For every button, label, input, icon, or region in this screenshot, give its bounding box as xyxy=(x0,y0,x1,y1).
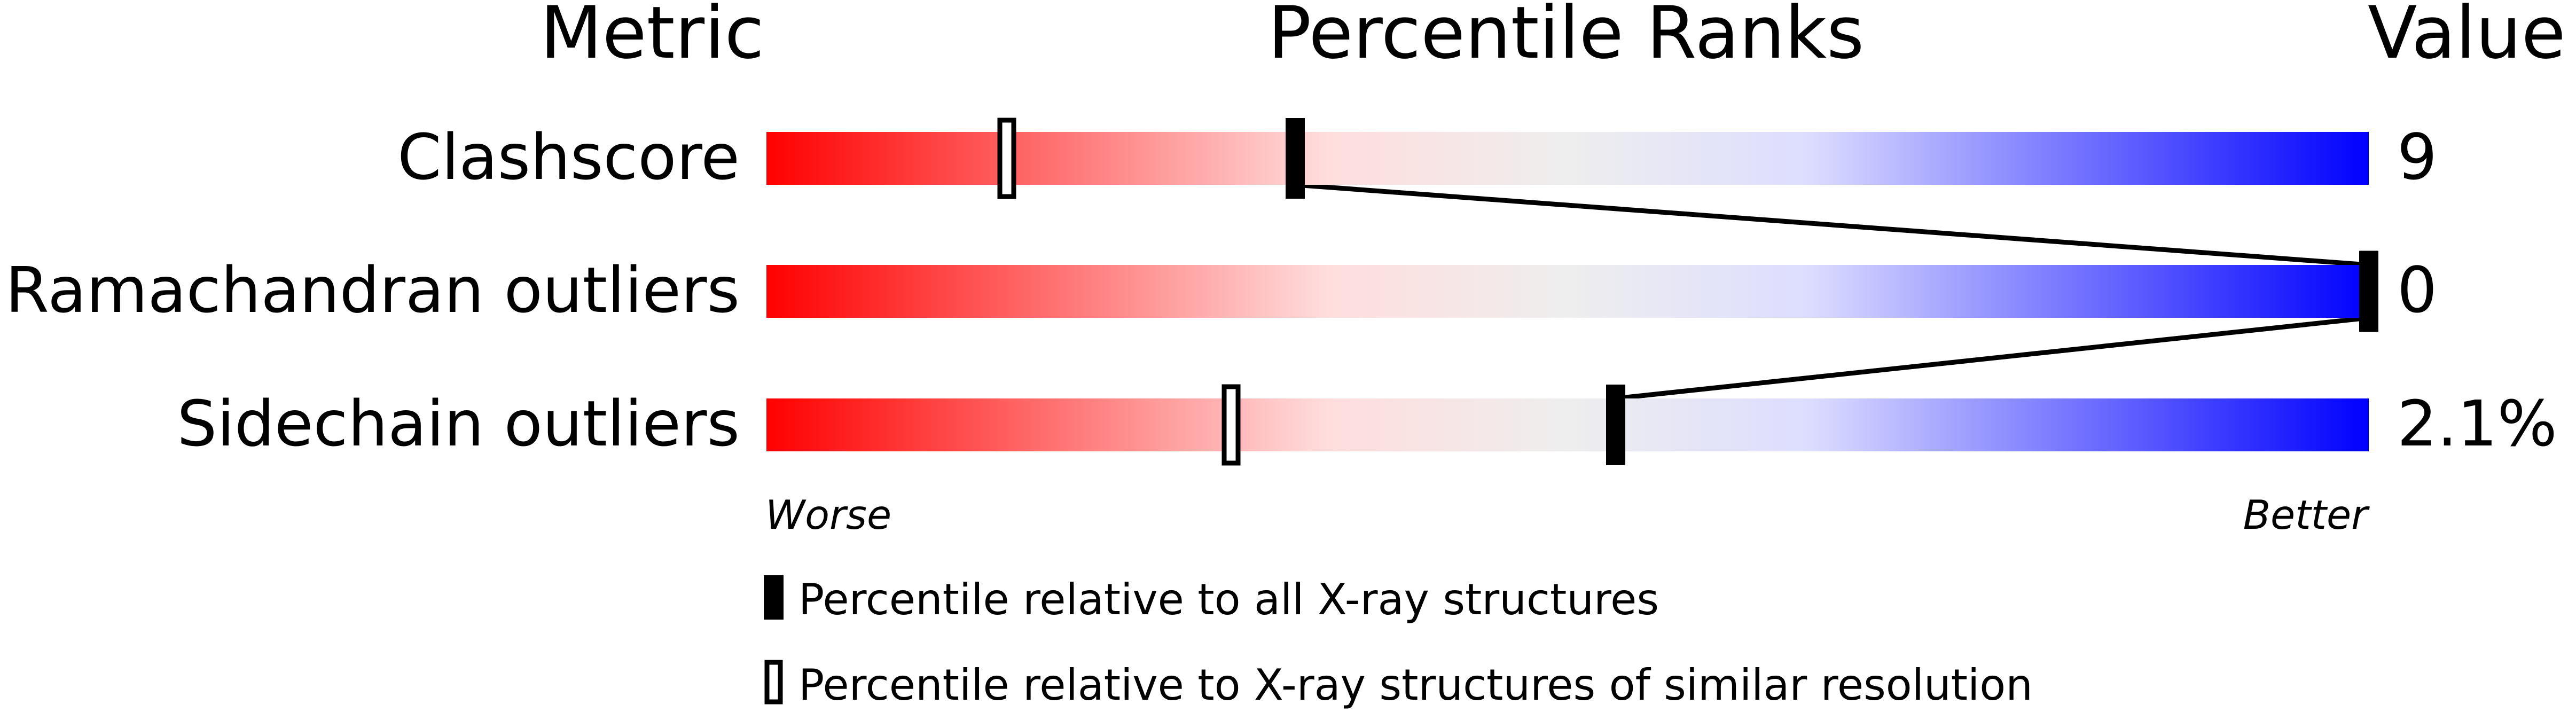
metric-value: 2.1% xyxy=(2397,387,2557,460)
connector-line xyxy=(1615,315,2369,401)
worse-label: Worse xyxy=(765,491,891,538)
percentile-bar xyxy=(766,265,2369,318)
all-structures-marker xyxy=(1286,118,1305,199)
metric-label: Clashscore xyxy=(397,120,740,194)
legend-similar: Percentile relative to X-ray structures … xyxy=(798,660,2033,710)
percentile-bar xyxy=(766,398,2369,451)
similar-resolution-marker xyxy=(1222,384,1241,466)
header-metric: Metric xyxy=(540,0,764,75)
better-label: Better xyxy=(2243,491,2370,538)
metric-value: 9 xyxy=(2397,120,2437,194)
metric-value: 0 xyxy=(2397,253,2437,327)
legend-open-marker-icon xyxy=(764,660,783,705)
all-structures-marker xyxy=(2359,251,2378,332)
header-percentile: Percentile Ranks xyxy=(1268,0,1865,75)
connector-line xyxy=(1295,182,2369,268)
metric-label: Sidechain outliers xyxy=(177,387,740,460)
percentile-bar xyxy=(766,132,2369,185)
legend-all: Percentile relative to all X-ray structu… xyxy=(798,575,1659,624)
header-value: Value xyxy=(2368,0,2566,75)
legend-filled-marker-icon xyxy=(764,575,784,620)
metric-label: Ramachandran outliers xyxy=(5,253,740,327)
similar-resolution-marker xyxy=(997,118,1016,199)
all-structures-marker xyxy=(1606,385,1625,465)
